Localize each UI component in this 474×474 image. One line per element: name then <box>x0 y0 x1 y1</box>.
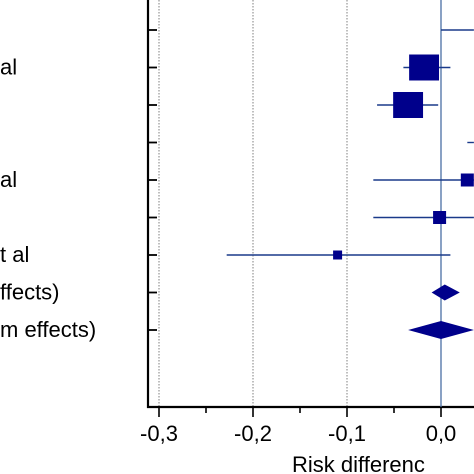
x-tick-label: -0,2 <box>234 421 272 446</box>
study-label: t al <box>0 242 29 267</box>
study-label: m effects) <box>0 317 96 342</box>
effect-marker <box>460 173 474 187</box>
effect-marker <box>333 250 343 260</box>
x-tick-label: -0,3 <box>140 421 178 446</box>
effect-marker <box>433 211 447 224</box>
pooled-diamond <box>408 321 474 339</box>
study-row: al <box>0 167 474 192</box>
gridlines <box>158 0 348 407</box>
x-axis-ticks: -0,3 -0,2 -0,1 0,0 <box>140 407 456 446</box>
effect-marker <box>393 92 424 118</box>
x-tick-label: 0,0 <box>426 421 457 446</box>
x-axis-title: Risk differenc <box>292 452 425 474</box>
study-label: al <box>0 167 17 192</box>
pooled-diamond <box>431 284 460 301</box>
study-row: ffects) <box>0 280 460 305</box>
study-row: m effects) <box>0 317 474 342</box>
study-rows: al al t al ffects) m effects) <box>0 29 474 342</box>
effect-marker <box>409 54 440 81</box>
y-axis-ticks <box>148 29 157 331</box>
study-row: t al <box>0 242 451 267</box>
study-label: al <box>0 55 17 80</box>
study-row <box>373 211 474 224</box>
study-row: al <box>0 54 451 81</box>
study-label: ffects) <box>0 280 60 305</box>
study-row <box>377 92 439 118</box>
x-tick-label: -0,1 <box>328 421 366 446</box>
